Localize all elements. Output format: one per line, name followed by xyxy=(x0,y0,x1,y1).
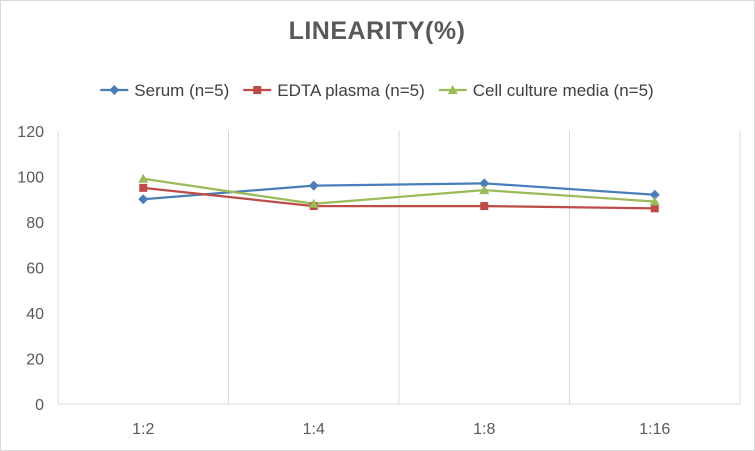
series-line-edta-plasma-n-5 xyxy=(143,186,655,210)
y-tick-label: 80 xyxy=(26,215,44,232)
legend-item-cell-culture-media-n-5: Cell culture media (n=5) xyxy=(438,81,654,100)
series-line-serum-n-5 xyxy=(143,182,655,201)
data-point-serum-n-5 xyxy=(649,189,660,200)
x-tick-label: 1:16 xyxy=(639,421,670,438)
legend-label: EDTA plasma (n=5) xyxy=(277,81,425,100)
legend-marker xyxy=(109,85,120,95)
data-point-edta-plasma-n-5 xyxy=(139,183,148,192)
chart-title: LINEARITY(%) xyxy=(289,17,466,45)
legend-marker xyxy=(253,86,262,94)
x-tick-label: 1:4 xyxy=(303,421,325,438)
y-tick-label: 100 xyxy=(17,170,44,187)
series-line-cell-culture-media-n-5 xyxy=(143,177,655,205)
legend: Serum (n=5) EDTA plasma (n=5) Cell culture… xyxy=(100,81,654,100)
data-point-serum-n-5 xyxy=(308,180,319,191)
y-tick-label: 60 xyxy=(26,261,44,278)
data-point-cell-culture-media-n-5 xyxy=(308,198,319,208)
y-tick-label: 40 xyxy=(26,306,44,323)
data-point-cell-culture-media-n-5 xyxy=(479,185,490,195)
data-point-edta-plasma-n-5 xyxy=(650,204,659,213)
legend-label: Serum (n=5) xyxy=(134,81,229,100)
data-point-cell-culture-media-n-5 xyxy=(649,196,660,206)
grid xyxy=(57,131,741,405)
data-point-cell-culture-media-n-5 xyxy=(138,173,149,183)
y-tick-label: 120 xyxy=(17,124,44,141)
y-axis-ticks: 0 20 40 60 80 100 120 xyxy=(17,124,44,414)
x-tick-label: 1:8 xyxy=(473,421,495,438)
x-tick-label: 1:2 xyxy=(132,421,154,438)
y-tick-label: 20 xyxy=(26,352,44,369)
x-axis-ticks: 1:2 1:4 1:8 1:16 xyxy=(132,421,670,438)
y-tick-label: 0 xyxy=(35,397,44,414)
series-markers xyxy=(138,173,660,213)
data-point-edta-plasma-n-5 xyxy=(480,202,489,211)
legend-item-serum-n-5: Serum (n=5) xyxy=(100,81,229,100)
legend-item-edta-plasma-n-5: EDTA plasma (n=5) xyxy=(243,81,425,100)
data-point-serum-n-5 xyxy=(138,194,149,205)
legend-label: Cell culture media (n=5) xyxy=(473,81,654,100)
series-lines xyxy=(143,177,655,210)
data-point-serum-n-5 xyxy=(479,178,490,189)
legend-marker xyxy=(447,85,458,94)
